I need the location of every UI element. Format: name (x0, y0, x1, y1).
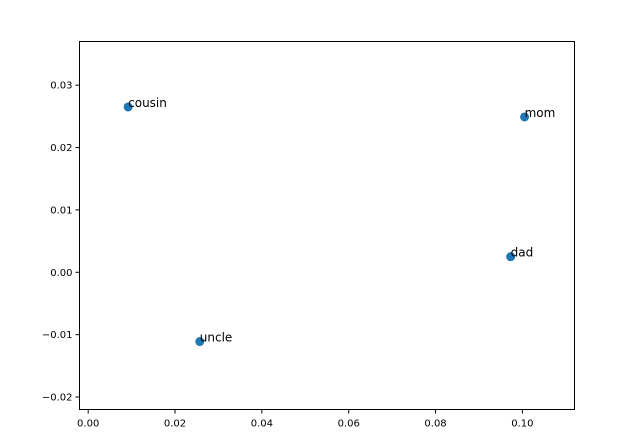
x-tick-label: 0.04 (251, 419, 273, 430)
x-tick-label: 0.02 (164, 419, 186, 430)
x-tick-label: 0.08 (424, 419, 446, 430)
x-tick-label: 0.00 (77, 419, 99, 430)
x-tick-label: 0.06 (338, 419, 360, 430)
y-tick-label: 0.01 (50, 205, 72, 216)
scatter-point-cousin (123, 102, 133, 112)
point-label-uncle: uncle (200, 331, 233, 345)
point-label-cousin: cousin (128, 96, 167, 110)
scatter-points (123, 102, 530, 347)
scatter-point-dad (506, 252, 516, 262)
scatter-point-uncle (195, 337, 205, 347)
point-label-dad: dad (511, 246, 534, 260)
point-label-mom: mom (525, 106, 556, 120)
y-tick-label: 0.00 (50, 268, 72, 279)
y-tick-label: −0.01 (42, 330, 73, 341)
scatter-point-mom (520, 112, 530, 122)
point-labels: cousin mom dad uncle (128, 96, 555, 345)
x-axis-ticks: 0.00 0.02 0.04 0.06 0.08 0.10 (77, 409, 534, 430)
y-tick-label: −0.02 (42, 393, 73, 404)
y-axis-ticks: −0.02 −0.01 0.00 0.01 0.02 0.03 (42, 81, 80, 404)
y-tick-label: 0.03 (50, 81, 72, 92)
plot-area-frame (79, 41, 575, 410)
y-tick-label: 0.02 (50, 143, 72, 154)
x-tick-label: 0.10 (511, 419, 533, 430)
